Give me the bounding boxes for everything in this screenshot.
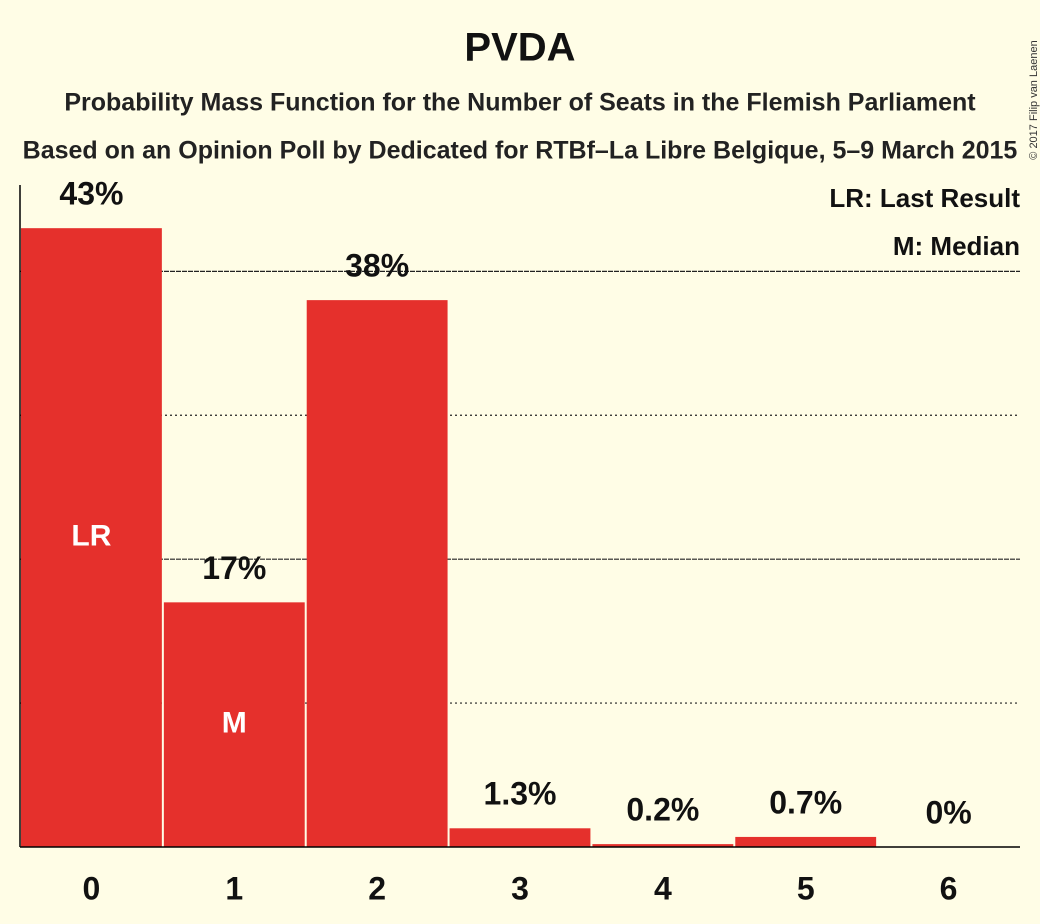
x-tick-label: 4 — [654, 870, 672, 906]
x-tick-label: 3 — [511, 870, 529, 906]
x-tick-label: 5 — [797, 870, 815, 906]
bar — [163, 602, 305, 847]
value-label: 1.3% — [484, 776, 557, 812]
x-tick-label: 6 — [940, 870, 958, 906]
legend-entry: M: Median — [893, 231, 1020, 261]
bar — [21, 228, 162, 847]
bar — [449, 828, 591, 847]
value-label: 0% — [925, 794, 971, 830]
x-tick-label: 1 — [225, 870, 243, 906]
legend-entry: LR: Last Result — [829, 183, 1020, 213]
x-tick-label: 2 — [368, 870, 386, 906]
chart-subtitle: Probability Mass Function for the Number… — [64, 89, 976, 117]
value-label: 17% — [202, 550, 266, 586]
bar-annotation: LR — [71, 520, 111, 553]
value-label: 38% — [345, 248, 409, 284]
value-label: 43% — [59, 176, 123, 212]
x-tick-label: 0 — [83, 870, 101, 906]
value-label: 0.7% — [769, 784, 842, 820]
bar — [306, 300, 448, 847]
bar — [592, 844, 734, 847]
chart-title: PVDA — [464, 26, 575, 70]
chart-subtitle: Based on an Opinion Poll by Dedicated fo… — [23, 137, 1018, 165]
value-label: 0.2% — [626, 792, 699, 828]
copyright: © 2017 Filip van Laenen — [1028, 40, 1040, 159]
bar-annotation: M — [222, 707, 247, 740]
bar — [735, 836, 877, 847]
